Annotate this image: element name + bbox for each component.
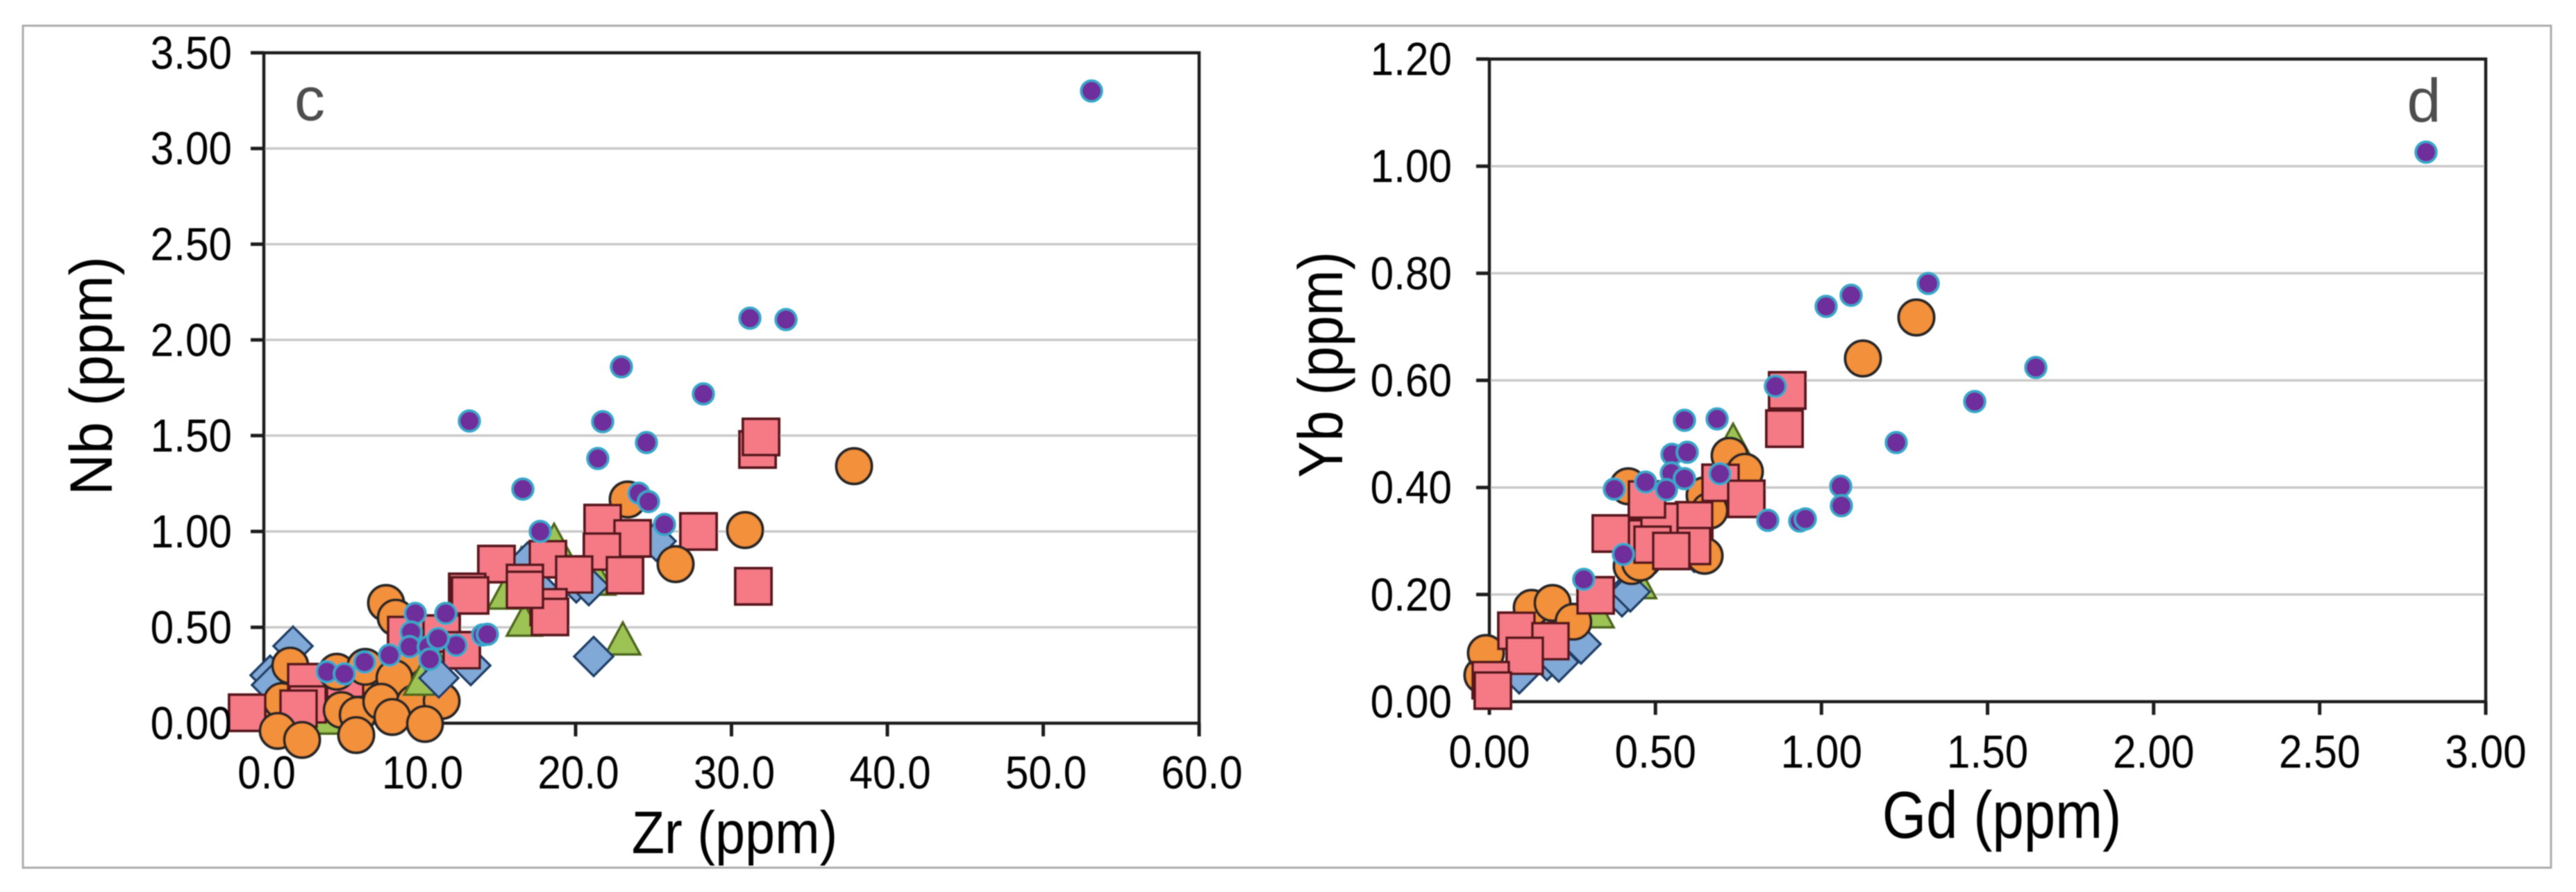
- svg-text:Nb (ppm): Nb (ppm): [58, 256, 124, 495]
- svg-text:1.00: 1.00: [151, 505, 232, 558]
- svg-text:20.0: 20.0: [537, 746, 619, 799]
- svg-text:2.50: 2.50: [151, 218, 232, 271]
- svg-text:2.50: 2.50: [2279, 725, 2360, 778]
- svg-text:Yb (ppm): Yb (ppm): [1285, 251, 1355, 478]
- svg-text:1.20: 1.20: [1371, 33, 1452, 85]
- svg-text:1.00: 1.00: [1781, 725, 1862, 778]
- svg-text:3.00: 3.00: [2445, 725, 2526, 778]
- svg-text:40.0: 40.0: [849, 746, 930, 799]
- svg-text:0.40: 0.40: [1371, 461, 1452, 514]
- svg-text:0.00: 0.00: [1448, 725, 1530, 778]
- svg-text:Zr (ppm): Zr (ppm): [632, 800, 838, 866]
- svg-text:3.00: 3.00: [151, 122, 232, 175]
- svg-text:1.00: 1.00: [1371, 140, 1452, 192]
- svg-text:50.0: 50.0: [1005, 746, 1087, 799]
- svg-text:2.00: 2.00: [151, 313, 232, 366]
- svg-text:0.00: 0.00: [1371, 675, 1452, 728]
- svg-text:d: d: [2407, 66, 2441, 135]
- svg-text:1.50: 1.50: [1947, 725, 2028, 778]
- svg-text:0.50: 0.50: [1615, 725, 1696, 778]
- svg-text:0.00: 0.00: [151, 697, 232, 750]
- svg-text:10.0: 10.0: [382, 746, 463, 799]
- svg-text:Gd (ppm): Gd (ppm): [1882, 777, 2122, 852]
- svg-text:0.50: 0.50: [151, 601, 232, 654]
- svg-text:3.50: 3.50: [151, 26, 232, 79]
- svg-text:c: c: [294, 65, 325, 133]
- svg-text:0.60: 0.60: [1371, 354, 1452, 407]
- svg-text:30.0: 30.0: [694, 746, 775, 799]
- svg-text:1.50: 1.50: [151, 409, 232, 462]
- svg-text:60.0: 60.0: [1161, 746, 1242, 799]
- svg-text:0.20: 0.20: [1371, 568, 1452, 621]
- svg-text:2.00: 2.00: [2113, 725, 2194, 778]
- svg-text:0.80: 0.80: [1371, 247, 1452, 299]
- svg-text:0.0: 0.0: [237, 746, 296, 799]
